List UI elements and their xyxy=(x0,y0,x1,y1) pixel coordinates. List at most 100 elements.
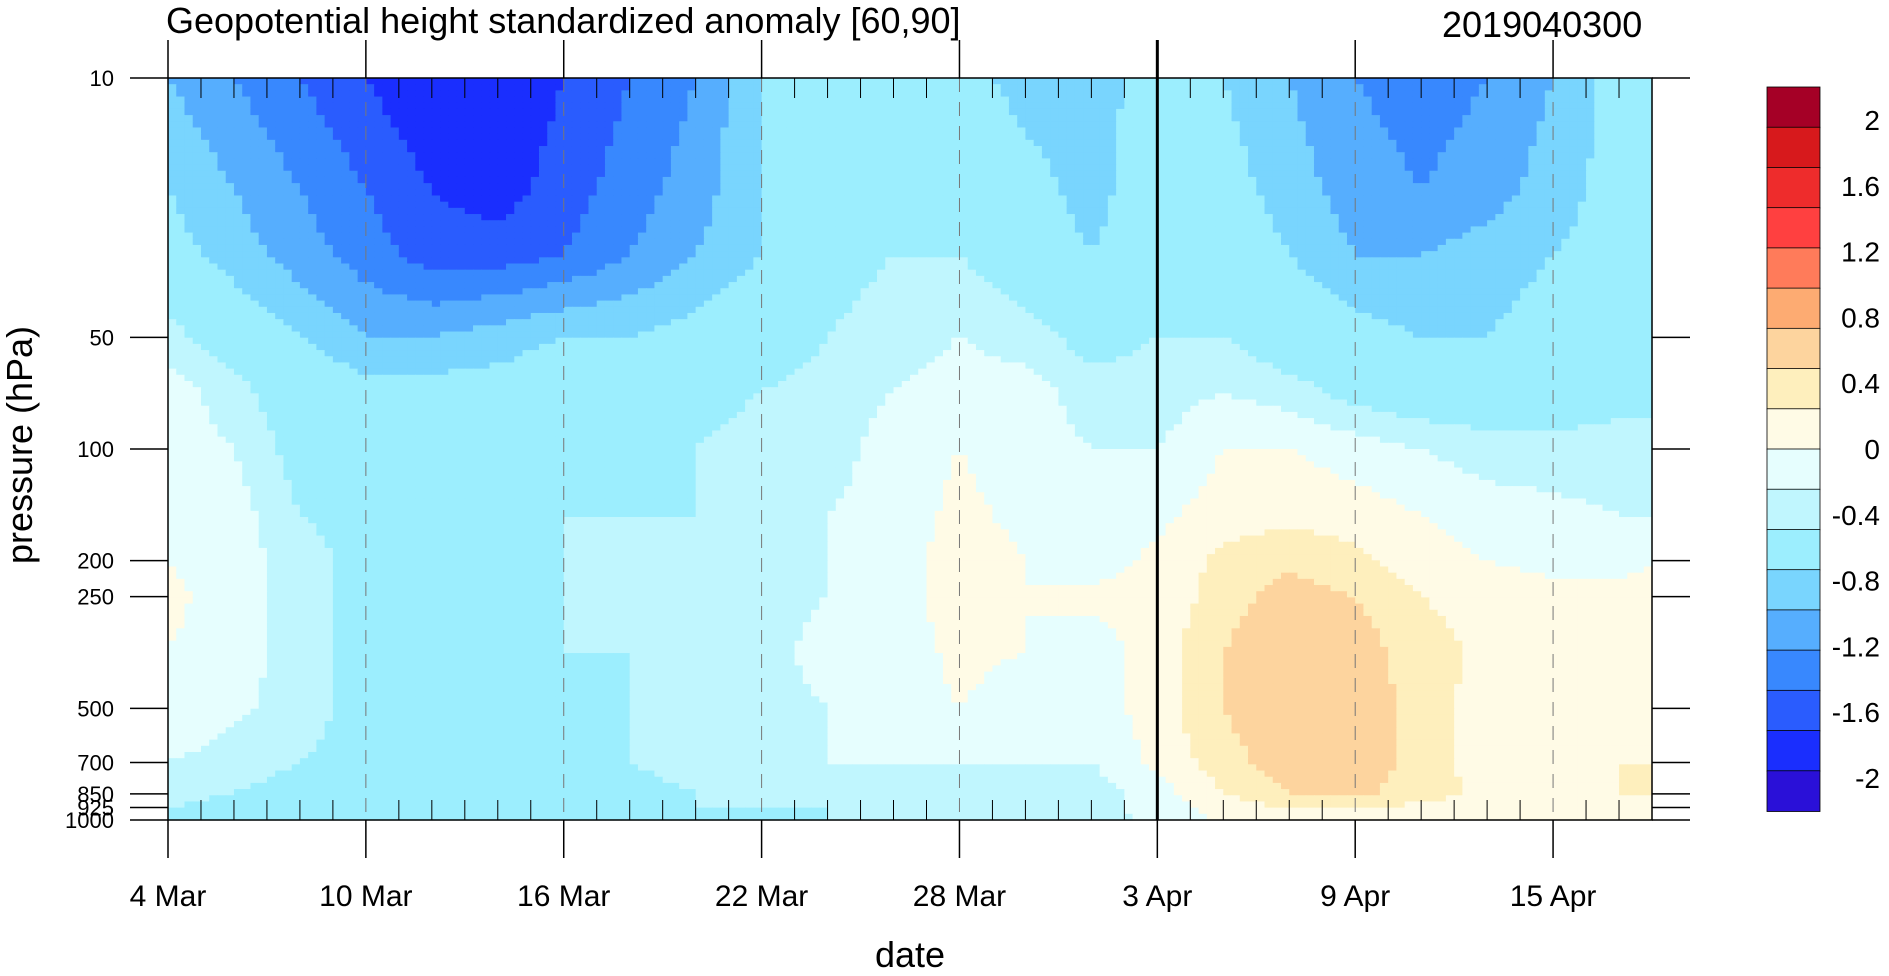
field-cell xyxy=(1108,195,1117,202)
field-cell xyxy=(1067,84,1076,91)
field-cell xyxy=(1050,127,1059,134)
field-cell xyxy=(349,127,358,134)
field-cell xyxy=(539,220,548,227)
field-cell xyxy=(250,245,259,252)
field-cell xyxy=(1273,208,1282,215)
field-cell xyxy=(696,121,705,128)
field-cell xyxy=(1636,208,1645,215)
field-cell xyxy=(795,165,804,172)
field-cell xyxy=(1388,189,1397,196)
field-cell xyxy=(1347,90,1356,97)
field-cell xyxy=(374,146,383,153)
field-cell xyxy=(597,195,606,202)
field-cell xyxy=(514,226,523,233)
field-cell xyxy=(555,195,564,202)
field-cell xyxy=(630,78,639,85)
field-cell xyxy=(1256,146,1265,153)
field-cell xyxy=(1265,127,1274,134)
field-cell xyxy=(1388,220,1397,227)
field-cell xyxy=(1116,226,1125,233)
field-cell xyxy=(1578,84,1587,91)
field-cell xyxy=(621,208,630,215)
field-cell xyxy=(1594,84,1603,91)
field-cell xyxy=(1091,183,1100,190)
field-cell xyxy=(399,177,408,184)
field-cell xyxy=(1034,97,1043,104)
field-cell xyxy=(1289,103,1298,110)
field-cell xyxy=(209,152,218,159)
field-cell xyxy=(250,208,259,215)
field-cell xyxy=(1528,165,1537,172)
field-cell xyxy=(935,97,944,104)
field-cell xyxy=(778,121,787,128)
field-cell xyxy=(1190,134,1199,141)
field-cell xyxy=(1421,140,1430,147)
field-cell xyxy=(399,103,408,110)
field-cell xyxy=(1042,202,1051,209)
field-cell xyxy=(844,97,853,104)
field-cell xyxy=(1108,177,1117,184)
field-cell xyxy=(333,90,342,97)
field-cell xyxy=(795,103,804,110)
field-cell xyxy=(704,134,713,141)
field-cell xyxy=(1232,239,1241,246)
field-cell xyxy=(679,195,688,202)
field-cell xyxy=(1380,140,1389,147)
field-cell xyxy=(1512,202,1521,209)
field-cell xyxy=(663,233,672,240)
field-cell xyxy=(1256,121,1265,128)
field-cell xyxy=(1479,97,1488,104)
field-cell xyxy=(770,177,779,184)
field-cell xyxy=(828,233,837,240)
field-cell xyxy=(358,208,367,215)
field-cell xyxy=(168,109,177,116)
field-cell xyxy=(1091,202,1100,209)
field-cell xyxy=(1083,146,1092,153)
field-cell xyxy=(1124,189,1133,196)
field-cell xyxy=(613,220,622,227)
field-cell xyxy=(786,171,795,178)
field-cell xyxy=(1050,214,1059,221)
field-cell xyxy=(506,245,515,252)
field-cell xyxy=(234,109,243,116)
field-cell xyxy=(292,109,301,116)
field-cell xyxy=(1256,140,1265,147)
field-cell xyxy=(671,127,680,134)
field-cell xyxy=(894,152,903,159)
field-cell xyxy=(1297,140,1306,147)
field-cell xyxy=(1141,109,1150,116)
field-cell xyxy=(597,183,606,190)
field-cell xyxy=(1215,78,1224,85)
field-cell xyxy=(424,109,433,116)
field-cell xyxy=(300,214,309,221)
field-cell xyxy=(325,152,334,159)
field-cell xyxy=(358,127,367,134)
field-cell xyxy=(1025,177,1034,184)
field-cell xyxy=(918,226,927,233)
field-cell xyxy=(679,103,688,110)
field-cell xyxy=(267,245,276,252)
field-cell xyxy=(1545,233,1554,240)
field-cell xyxy=(1042,245,1051,252)
field-cell xyxy=(638,165,647,172)
field-cell xyxy=(1578,158,1587,165)
field-cell xyxy=(580,202,589,209)
field-cell xyxy=(448,97,457,104)
field-cell xyxy=(580,189,589,196)
field-cell xyxy=(1372,109,1381,116)
field-cell xyxy=(531,90,540,97)
field-cell xyxy=(1330,189,1339,196)
field-cell xyxy=(1636,90,1645,97)
field-cell xyxy=(440,239,449,246)
field-cell xyxy=(1627,165,1636,172)
field-cell xyxy=(646,121,655,128)
field-cell xyxy=(976,152,985,159)
field-cell xyxy=(1627,103,1636,110)
field-cell xyxy=(1306,146,1315,153)
field-cell xyxy=(1265,115,1274,122)
field-cell xyxy=(457,97,466,104)
field-cell xyxy=(1232,208,1241,215)
field-cell xyxy=(1396,134,1405,141)
field-cell xyxy=(498,109,507,116)
field-cell xyxy=(1240,146,1249,153)
